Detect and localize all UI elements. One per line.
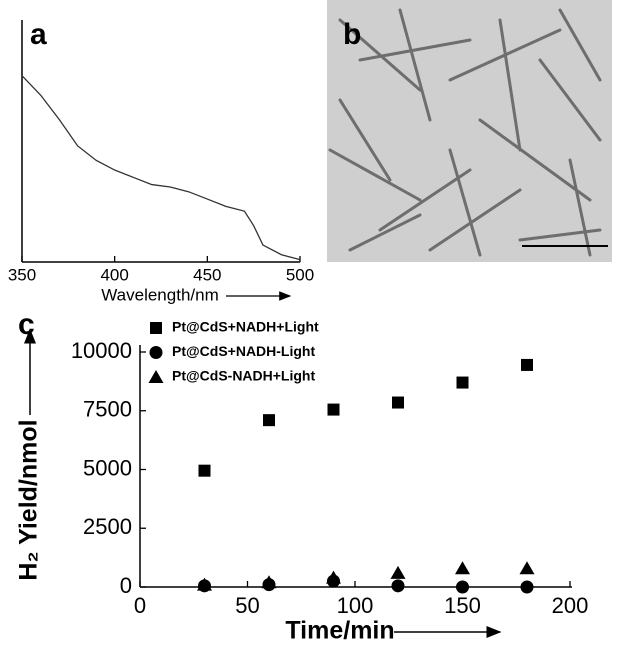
point bbox=[261, 575, 277, 589]
panel-label: b bbox=[343, 18, 361, 51]
legend-label: Pt@CdS-NADH+Light bbox=[172, 368, 315, 384]
x-tick-label: 200 bbox=[552, 593, 589, 618]
point bbox=[197, 577, 212, 591]
y-tick-label: 7500 bbox=[83, 397, 132, 422]
point bbox=[521, 358, 533, 371]
legend-label: Pt@CdS+NADH-Light bbox=[172, 343, 315, 359]
panel-label: c bbox=[18, 308, 35, 341]
x-tick-label: 150 bbox=[444, 593, 481, 618]
point bbox=[456, 376, 469, 389]
x-tick-label: 50 bbox=[235, 593, 259, 618]
x-tick-label: 0 bbox=[134, 593, 146, 618]
y-tick-label: 5000 bbox=[83, 455, 132, 480]
point bbox=[520, 580, 534, 594]
legend-marker bbox=[149, 346, 163, 359]
y-axis-label: H₂ Yield/nmol bbox=[15, 419, 43, 580]
point bbox=[326, 570, 341, 584]
point bbox=[456, 580, 469, 594]
y-tick-label: 10000 bbox=[71, 338, 132, 363]
x-tick-label: 400 bbox=[100, 265, 128, 284]
point bbox=[391, 579, 405, 593]
legend-label: Pt@CdS+NADH+Light bbox=[172, 319, 319, 335]
x-tick-label: 100 bbox=[337, 593, 374, 618]
point bbox=[198, 464, 211, 477]
point bbox=[455, 561, 470, 575]
x-tick-label: 350 bbox=[8, 265, 36, 284]
y-tick-label: 0 bbox=[120, 573, 132, 598]
legend-marker bbox=[148, 370, 164, 383]
spectrum-line bbox=[21, 75, 301, 261]
point bbox=[327, 403, 340, 416]
point bbox=[392, 396, 404, 409]
point bbox=[263, 414, 275, 427]
tem-image bbox=[327, 0, 612, 262]
y-tick-label: 2500 bbox=[83, 514, 132, 539]
x-tick-label: 450 bbox=[193, 265, 221, 284]
point bbox=[519, 561, 535, 575]
x-axis-label: Wavelength/nm bbox=[101, 285, 218, 304]
x-axis-label: Time/min bbox=[285, 617, 394, 645]
x-tick-label: 500 bbox=[286, 265, 314, 284]
panel-label: a bbox=[30, 18, 47, 51]
legend-marker bbox=[150, 322, 162, 334]
point bbox=[390, 565, 406, 579]
